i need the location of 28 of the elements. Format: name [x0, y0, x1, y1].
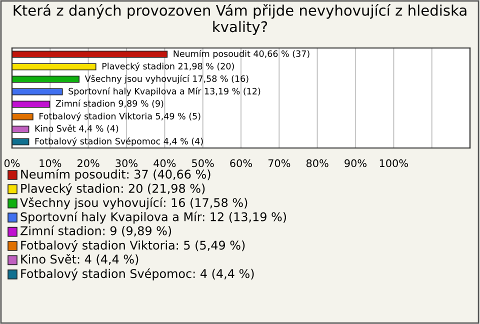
- x-tick-label: 90%: [344, 159, 366, 168]
- text: Fotbalový stadion Viktoria: 5 (5,49 %): [21, 240, 245, 252]
- text: Fotbalový stadion Svépomoc: 4 (4,4 %): [21, 268, 254, 280]
- x-tick-label: 100%: [380, 159, 408, 168]
- category-label: Fotbalový stadion Viktoria 5,49 % (5): [40, 112, 200, 122]
- text: Všechny jsou vyhovující: 16 (17,58 %): [20, 197, 248, 210]
- x-tick-label: 10%: [40, 159, 62, 168]
- category-label: Kino Svět 4,4 % (4): [35, 124, 118, 133]
- x-tick-label: 70%: [268, 159, 290, 168]
- x-tick-label: 20%: [78, 159, 100, 168]
- category-label: Neumím posoudit 40,66 % (37): [174, 50, 310, 59]
- x-tick-label: 0%: [4, 159, 20, 168]
- text: Sportovní haly Kvapilova a Mír: 12 (13,19 %): [20, 212, 286, 224]
- category-label: Všechny jsou vyhovující 17,58 % (16): [84, 74, 248, 84]
- chart-title: Která z daných provozoven Vám přijde nevyhovující z hlediska kvality?: [14, 4, 466, 36]
- x-tick-label: 30%: [116, 159, 138, 168]
- x-tick-label: 40%: [154, 159, 176, 168]
- text: Zimní stadion: 9 (9,89 %): [20, 226, 172, 237]
- category-label: Zimní stadion 9,89 % (9): [56, 100, 164, 108]
- category-label: Sportovní haly Kvapilova a Mír 13,19 % (12): [68, 87, 260, 96]
- text: Kino Svět: 4 (4,4 %): [21, 254, 138, 266]
- x-tick-label: 60%: [230, 159, 252, 168]
- category-label: Plavecký stadion 21,98 % (20): [102, 62, 234, 72]
- x-tick-label: 50%: [192, 159, 214, 168]
- x-tick-label: 80%: [306, 159, 328, 168]
- category-label: Fotbalový stadion Svépomoc 4,4 % (4): [35, 137, 203, 146]
- text: Neumím posoudit: 37 (40,66 %): [21, 168, 210, 182]
- text: Plavecký stadion: 20 (21,98 %): [21, 183, 205, 196]
